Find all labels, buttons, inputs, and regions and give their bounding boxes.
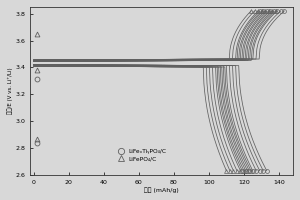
Y-axis label: 电压/E (V vs. Li⁺/Li): 电压/E (V vs. Li⁺/Li)	[7, 68, 13, 114]
Legend: LiFeₓTiᵧPO₄/C, LiFePO₄/C: LiFeₓTiᵧPO₄/C, LiFePO₄/C	[112, 146, 169, 164]
X-axis label: 容量 (mAh/g): 容量 (mAh/g)	[144, 187, 179, 193]
